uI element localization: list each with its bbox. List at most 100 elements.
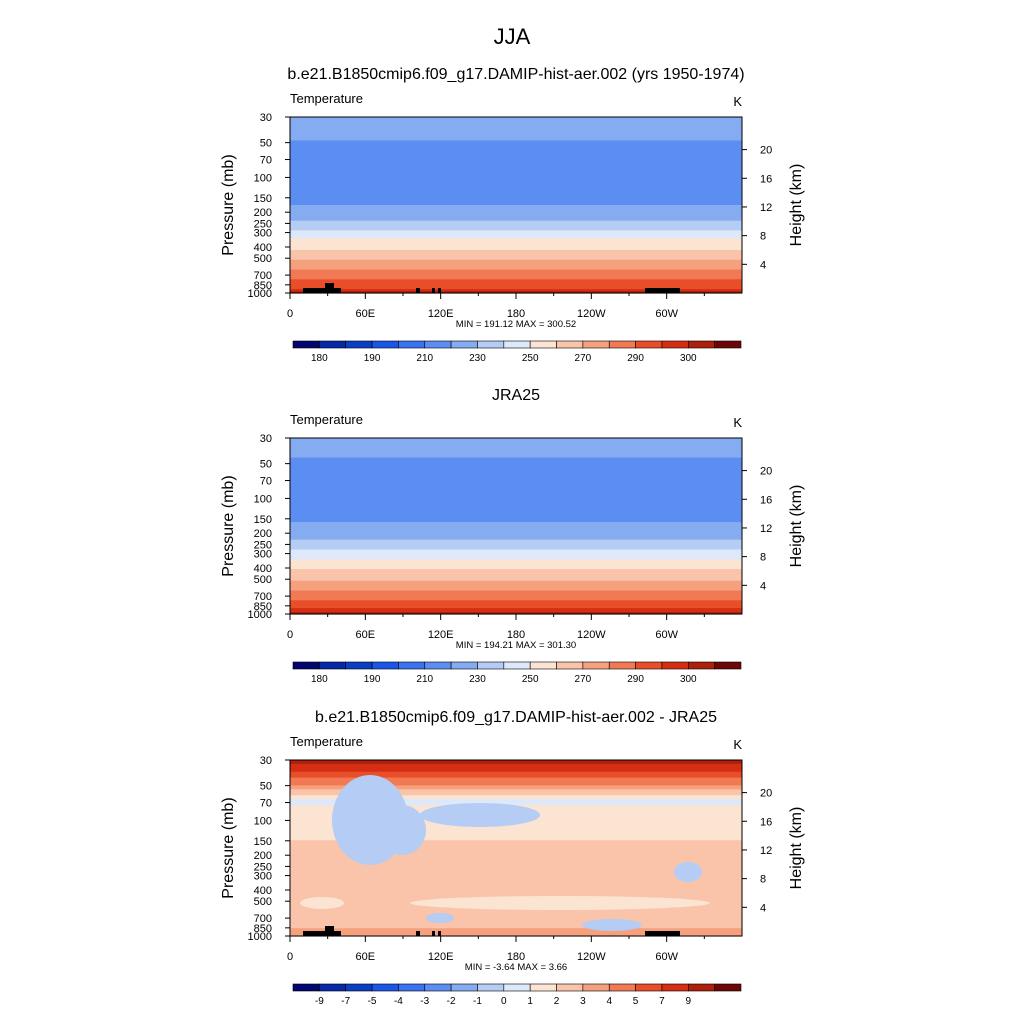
contour-band: [290, 136, 742, 140]
colorbar-label: -9: [315, 996, 324, 1007]
contour-band: [290, 834, 742, 837]
colorbar-box: [292, 661, 320, 670]
contour-band: [290, 924, 742, 927]
panel-title: b.e21.B1850cmip6.f09_g17.DAMIP-hist-aer.…: [315, 709, 717, 726]
colorbar-box: [556, 340, 584, 349]
colorbar-label: 7: [659, 996, 665, 1007]
colorbar-box: [556, 661, 584, 670]
colorbar-label: 5: [633, 996, 639, 1007]
y-tick-label: 500: [254, 574, 272, 586]
contour-band: [290, 218, 742, 222]
contour-band: [290, 120, 742, 124]
contour-band: [290, 608, 742, 611]
panels: b.e21.B1850cmip6.f09_g17.DAMIP-hist-aer.…: [220, 66, 805, 1007]
colorbar-box: [345, 340, 373, 349]
panel-units: K: [733, 415, 742, 430]
contour-band: [290, 457, 742, 461]
contour-band: [290, 840, 742, 843]
contour-band: [290, 118, 742, 122]
contour-band: [290, 861, 742, 865]
contour-band: [290, 285, 742, 288]
y-tick-label: 700: [254, 591, 272, 603]
colorbar-box: [450, 661, 478, 670]
contour-band: [290, 246, 742, 249]
contour-band: [290, 142, 742, 145]
contour-band: [290, 273, 742, 276]
contour-band: [290, 789, 742, 792]
contour-band: [290, 214, 742, 218]
colorbar-box: [714, 983, 742, 992]
colorbar-label: 250: [522, 353, 539, 364]
contour-band: [290, 439, 742, 443]
contour-band: [290, 494, 742, 498]
height-axis-label: Height (km): [788, 807, 805, 890]
contour-band: [290, 934, 742, 937]
contour-band: [290, 226, 742, 230]
contour-band: [290, 612, 742, 615]
contour-band: [290, 167, 742, 171]
contour-band: [290, 443, 742, 447]
contour-band: [290, 126, 742, 130]
contour-band: [290, 158, 742, 161]
colorbar-box: [608, 661, 636, 670]
topography: [438, 288, 441, 293]
colorbar-box: [687, 983, 715, 992]
contour-band: [290, 156, 742, 159]
contour-band: [290, 169, 742, 173]
height-tick-label: 16: [760, 816, 772, 828]
height-tick-label: 12: [760, 523, 772, 535]
contour-band: [290, 769, 742, 773]
contour-band: [290, 922, 742, 925]
contour-band: [290, 892, 742, 896]
colorbar-label: 230: [469, 674, 486, 685]
y-tick-label: 30: [260, 433, 272, 445]
colorbar-box: [582, 661, 610, 670]
contour-band: [290, 132, 742, 136]
contour-band: [290, 291, 742, 294]
contour-band: [290, 197, 742, 200]
panel-title: JRA25: [492, 387, 540, 404]
contour-band: [290, 514, 742, 517]
topography: [645, 288, 680, 293]
colorbar-label: -5: [368, 996, 377, 1007]
colorbar-box: [477, 661, 505, 670]
y-tick-label: 100: [254, 493, 272, 505]
contour-band: [290, 610, 742, 613]
contour-band: [290, 516, 742, 519]
contour-band: [290, 259, 742, 263]
contour-band: [290, 257, 742, 261]
contour-band: [290, 216, 742, 220]
contour-band: [290, 832, 742, 835]
colorbar-label: 210: [416, 674, 433, 685]
y-tick-label: 1000: [248, 609, 272, 621]
height-tick-label: 12: [760, 202, 772, 214]
contour-band: [290, 600, 742, 603]
contour-band: [290, 244, 742, 247]
colorbar-box: [319, 983, 347, 992]
topography: [432, 931, 435, 936]
colorbar-label: 300: [680, 353, 697, 364]
contour-band: [290, 885, 742, 888]
height-axis-label: Height (km): [788, 485, 805, 568]
colorbar-label: 180: [311, 674, 328, 685]
colorbar-box: [582, 983, 610, 992]
contour-band: [290, 467, 742, 470]
contour-band: [290, 438, 742, 441]
y-tick-label: 200: [254, 207, 272, 219]
colorbar-label: 9: [686, 996, 692, 1007]
contour-band: [290, 569, 742, 572]
contour-band: [290, 117, 742, 120]
contour-band: [290, 590, 742, 594]
anomaly-patch: [674, 862, 702, 882]
colorbar-box: [477, 983, 505, 992]
contour-field: [290, 117, 742, 294]
colorbar-box: [398, 661, 426, 670]
contour-band: [290, 263, 742, 267]
colorbar-box: [556, 983, 584, 992]
colorbar-box: [608, 340, 636, 349]
contour-band: [290, 836, 742, 839]
topography: [303, 288, 341, 293]
contour-band: [290, 779, 742, 783]
height-tick-label: 16: [760, 494, 772, 506]
